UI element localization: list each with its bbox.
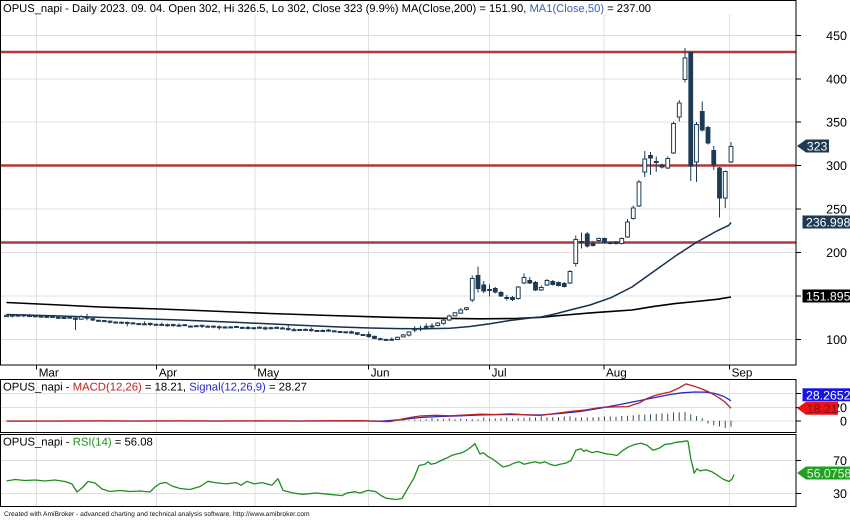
svg-text:18.21: 18.21	[807, 402, 838, 416]
svg-text:Aug: Aug	[606, 367, 627, 380]
svg-text:OPUS_napi - RSI(14) = 56.08: OPUS_napi - RSI(14) = 56.08	[3, 437, 153, 449]
svg-text:323: 323	[807, 140, 828, 154]
svg-text:Jun: Jun	[371, 367, 390, 380]
svg-text:350: 350	[826, 115, 847, 129]
svg-text:OPUS_napi - MACD(12,26) = 18.2: OPUS_napi - MACD(12,26) = 18.21, Signal(…	[3, 382, 307, 394]
svg-text:Apr: Apr	[159, 367, 177, 380]
svg-text:236.998: 236.998	[806, 216, 850, 230]
svg-text:May: May	[257, 367, 279, 380]
svg-text:250: 250	[826, 202, 847, 216]
svg-text:Sep: Sep	[732, 367, 753, 380]
svg-text:Mar: Mar	[39, 367, 59, 380]
svg-text:151.895: 151.895	[806, 290, 850, 304]
svg-text:28.2652: 28.2652	[806, 388, 850, 402]
svg-text:450: 450	[826, 29, 847, 43]
svg-text:100: 100	[826, 333, 847, 347]
svg-text:400: 400	[826, 72, 847, 86]
svg-text:Jul: Jul	[492, 367, 507, 380]
svg-text:OPUS_napi - Daily 2023. 09. 04: OPUS_napi - Daily 2023. 09. 04. Open 302…	[3, 3, 651, 15]
svg-text:30: 30	[833, 487, 847, 501]
svg-text:56.0758: 56.0758	[807, 467, 850, 481]
svg-text:0: 0	[840, 414, 847, 428]
svg-text:200: 200	[826, 246, 847, 260]
svg-text:300: 300	[826, 159, 847, 173]
svg-text:Created with AmiBroker - advan: Created with AmiBroker - advanced charti…	[4, 511, 310, 518]
